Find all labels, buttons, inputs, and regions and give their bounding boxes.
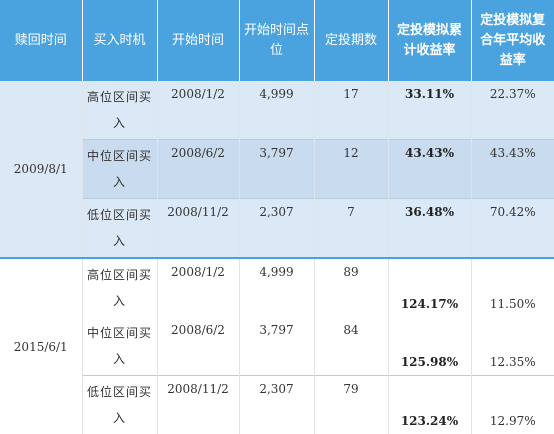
periods-cell: 89	[314, 258, 388, 317]
table-row: 中位区间买入 2008/6/2 3,797 12 43.43% 43.43%	[0, 140, 554, 199]
redeem-date-cell: 2009/8/1	[0, 81, 82, 258]
table-row: 2009/8/1 高位区间买入 2008/1/2 4,999 17 33.11%…	[0, 81, 554, 140]
header-redeem-date: 赎回时间	[0, 0, 82, 81]
periods-cell: 17	[314, 81, 388, 140]
start-date-cell: 2008/1/2	[157, 258, 239, 317]
periods-cell: 12	[314, 140, 388, 199]
periods-cell: 79	[314, 376, 388, 434]
start-date-cell: 2008/11/2	[157, 199, 239, 259]
start-level-cell: 2,307	[239, 199, 314, 259]
header-buy-timing: 买入时机	[82, 0, 157, 81]
table-row: 低位区间买入 2008/11/2 2,307 7 36.48% 70.42%	[0, 199, 554, 259]
buy-timing-cell: 低位区间买入	[82, 376, 157, 434]
table-wrapper: 赎回时间 买入时机 开始时间 开始时间点位 定投期数 定投模拟累计收益率 定投模…	[0, 0, 554, 416]
header-cagr: 定投模拟复合年平均收益率	[471, 0, 554, 81]
start-date-cell: 2008/11/2	[157, 376, 239, 434]
cagr-cell: 12.97%	[471, 376, 554, 434]
redeem-date-cell: 2015/6/1	[0, 258, 82, 434]
start-level-cell: 2,307	[239, 376, 314, 434]
periods-cell: 7	[314, 199, 388, 259]
cumulative-return-cell: 124.17%	[388, 258, 471, 317]
start-level-cell: 4,999	[239, 258, 314, 317]
cagr-cell: 12.35%	[471, 317, 554, 376]
start-date-cell: 2008/1/2	[157, 81, 239, 140]
cagr-cell: 43.43%	[471, 140, 554, 199]
cagr-cell: 70.42%	[471, 199, 554, 259]
table-row: 低位区间买入 2008/11/2 2,307 79 123.24% 12.97%	[0, 376, 554, 434]
cumulative-return-cell: 33.11%	[388, 81, 471, 140]
buy-timing-cell: 中位区间买入	[82, 317, 157, 376]
start-date-cell: 2008/6/2	[157, 140, 239, 199]
periods-cell: 84	[314, 317, 388, 376]
start-level-cell: 4,999	[239, 81, 314, 140]
buy-timing-cell: 中位区间买入	[82, 140, 157, 199]
table-row: 2015/6/1 高位区间买入 2008/1/2 4,999 89 124.17…	[0, 258, 554, 317]
header-cumulative-return: 定投模拟累计收益率	[388, 0, 471, 81]
cumulative-return-cell: 43.43%	[388, 140, 471, 199]
buy-timing-cell: 低位区间买入	[82, 199, 157, 259]
cumulative-return-cell: 36.48%	[388, 199, 471, 259]
start-level-cell: 3,797	[239, 317, 314, 376]
header-row: 赎回时间 买入时机 开始时间 开始时间点位 定投期数 定投模拟累计收益率 定投模…	[0, 0, 554, 81]
cumulative-return-cell: 123.24%	[388, 376, 471, 434]
buy-timing-cell: 高位区间买入	[82, 258, 157, 317]
header-start-level: 开始时间点位	[239, 0, 314, 81]
buy-timing-cell: 高位区间买入	[82, 81, 157, 140]
header-periods: 定投期数	[314, 0, 388, 81]
start-level-cell: 3,797	[239, 140, 314, 199]
table-row: 中位区间买入 2008/6/2 3,797 84 125.98% 12.35%	[0, 317, 554, 376]
cumulative-return-cell: 125.98%	[388, 317, 471, 376]
cagr-cell: 11.50%	[471, 258, 554, 317]
header-start-date: 开始时间	[157, 0, 239, 81]
cagr-cell: 22.37%	[471, 81, 554, 140]
start-date-cell: 2008/6/2	[157, 317, 239, 376]
